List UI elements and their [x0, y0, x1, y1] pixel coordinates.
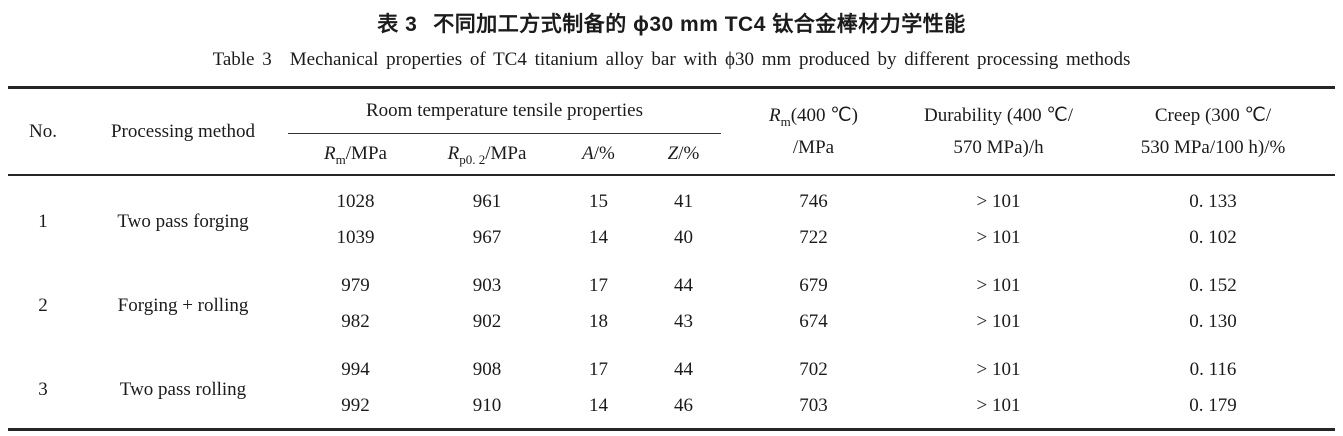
cell-z: 43 — [674, 311, 693, 332]
col-header-durability: Durability (400 ℃/ 570 MPa)/h — [906, 87, 1091, 176]
cell-durability: > 101 — [976, 311, 1021, 332]
col-header-z: Z/% — [646, 133, 721, 176]
rm400-subscript: m — [780, 113, 791, 129]
cell-a: 17 — [589, 275, 608, 296]
col-group-tensile: Room temperature tensile properties — [288, 87, 721, 134]
cell-no: 1 — [38, 211, 48, 232]
table-row: 982 902 18 43 674 > 101 0. 130 — [8, 304, 1335, 344]
cell-rm: 979 — [341, 275, 370, 296]
cell-creep: 0. 133 — [1189, 191, 1237, 212]
table-title-en: Table 3 Mechanical properties of TC4 tita… — [0, 42, 1343, 78]
col-header-rm400: Rm(400 ℃) /MPa — [721, 87, 906, 176]
cell-rm400: 674 — [799, 311, 828, 332]
cell-rm400: 746 — [799, 191, 828, 212]
rm400-symbol: R — [769, 104, 781, 126]
cell-rp02: 902 — [472, 311, 502, 332]
cell-rm400: 722 — [799, 227, 828, 248]
creep-line2: 530 MPa/100 h)/% — [1140, 136, 1286, 158]
cell-a: 15 — [589, 191, 608, 212]
table-row: 3 Two pass rolling 994 908 17 44 702 > 1… — [8, 344, 1335, 400]
cell-creep: 0. 102 — [1189, 227, 1237, 248]
rp02-subscript: p0. 2 — [459, 151, 486, 167]
cell-rm400: 702 — [799, 359, 828, 380]
cell-rm: 994 — [341, 359, 370, 380]
cell-creep: 0. 130 — [1189, 311, 1237, 332]
cell-rm: 1028 — [336, 191, 375, 212]
table-row: 1039 967 14 40 722 > 101 0. 102 — [8, 220, 1335, 260]
rm400-unit: /MPa — [792, 136, 835, 158]
cell-durability: > 101 — [976, 191, 1021, 212]
z-symbol: Z — [667, 143, 679, 164]
table-title-zh-text: 不同加工方式制备的 ϕ30 mm TC4 钛合金棒材力学性能 — [433, 13, 966, 36]
table-row: 992 910 14 46 703 > 101 0. 179 — [8, 388, 1335, 430]
cell-rp02: 903 — [472, 275, 502, 296]
cell-z: 46 — [674, 395, 693, 416]
properties-table: No. Processing method Room temperature t… — [8, 86, 1335, 431]
rm-subscript: m — [335, 151, 346, 167]
cell-a: 18 — [589, 311, 608, 332]
cell-durability: > 101 — [976, 395, 1021, 416]
cell-a: 14 — [589, 395, 608, 416]
cell-rm: 992 — [341, 395, 370, 416]
col-header-rm: Rm/MPa — [288, 133, 423, 176]
col-header-rp02: Rp0. 2/MPa — [423, 133, 551, 176]
z-unit: /% — [678, 143, 700, 164]
table-title-en-text: Mechanical properties of TC4 titanium al… — [289, 49, 1131, 70]
cell-rp02: 910 — [472, 395, 502, 416]
cell-rp02: 961 — [472, 191, 502, 212]
cell-rm400: 703 — [799, 395, 828, 416]
cell-rm: 982 — [341, 311, 370, 332]
creep-line1: Creep (300 ℃/ — [1154, 104, 1272, 126]
a-unit: /% — [593, 143, 615, 164]
cell-creep: 0. 152 — [1189, 275, 1237, 296]
rm400-line1: Rm(400 ℃) — [721, 100, 906, 132]
durability-line1: Durability (400 ℃/ — [923, 104, 1074, 126]
cell-durability: > 101 — [976, 275, 1021, 296]
cell-z: 44 — [674, 359, 693, 380]
table-title-zh-label: 表 3 — [377, 13, 418, 36]
rp02-symbol: R — [447, 143, 460, 164]
cell-z: 41 — [674, 191, 693, 212]
cell-creep: 0. 179 — [1189, 395, 1237, 416]
a-symbol: A — [582, 143, 594, 164]
cell-no: 3 — [38, 379, 48, 400]
cell-method: Forging + rolling — [117, 295, 249, 316]
col-header-no: No. — [8, 87, 78, 176]
durability-line2: 570 MPa)/h — [953, 136, 1044, 158]
cell-z: 44 — [674, 275, 693, 296]
table-title-zh: 表 3 不同加工方式制备的 ϕ30 mm TC4 钛合金棒材力学性能 — [0, 0, 1343, 42]
header-row-1: No. Processing method Room temperature t… — [8, 87, 1335, 176]
cell-method: Two pass rolling — [119, 379, 247, 400]
rp02-unit: /MPa — [485, 143, 527, 164]
col-header-a: A/% — [551, 133, 646, 176]
cell-durability: > 101 — [976, 227, 1021, 248]
col-header-creep: Creep (300 ℃/ 530 MPa/100 h)/% — [1091, 87, 1335, 176]
cell-rm400: 679 — [799, 275, 828, 296]
cell-a: 14 — [589, 227, 608, 248]
cell-a: 17 — [589, 359, 608, 380]
cell-z: 40 — [674, 227, 693, 248]
col-header-method: Processing method — [78, 87, 288, 176]
cell-durability: > 101 — [976, 359, 1021, 380]
cell-creep: 0. 116 — [1189, 359, 1237, 380]
table-row: 1 Two pass forging 1028 961 15 41 746 > … — [8, 175, 1335, 232]
cell-rm: 1039 — [336, 227, 375, 248]
table-title-en-label: Table 3 — [212, 49, 272, 70]
header-row-2: Rm/MPa Rp0. 2/MPa A/% Z/% — [8, 133, 1335, 176]
cell-rp02: 908 — [472, 359, 502, 380]
cell-no: 2 — [38, 295, 48, 316]
rm-symbol: R — [324, 143, 336, 164]
table-row: 2 Forging + rolling 979 903 17 44 679 > … — [8, 260, 1335, 316]
cell-method: Two pass forging — [117, 211, 249, 232]
rm-unit: /MPa — [345, 143, 387, 164]
rm400-condition: (400 ℃) — [790, 104, 858, 126]
cell-rp02: 967 — [472, 227, 502, 248]
